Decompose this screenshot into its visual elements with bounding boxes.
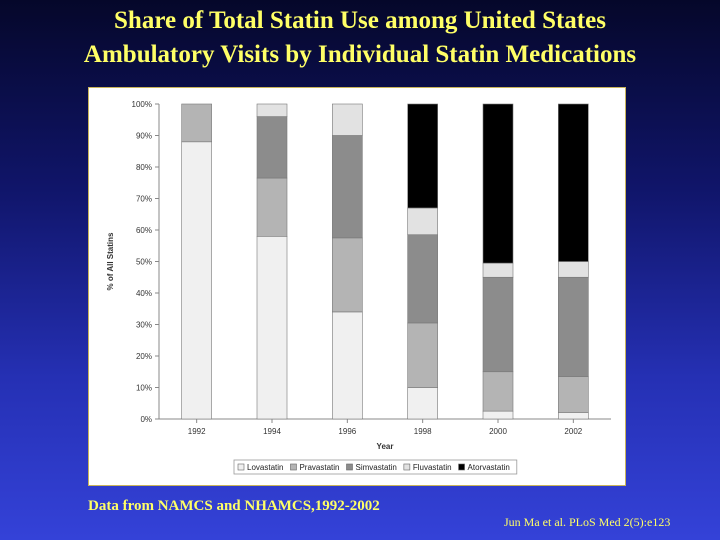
legend-label-lovastatin: Lovastatin bbox=[247, 463, 283, 472]
bar-pravastatin-1996 bbox=[332, 237, 363, 313]
bar-pravastatin-2002 bbox=[558, 376, 589, 414]
y-tick-label: 20% bbox=[136, 352, 152, 361]
bar-pravastatin-1994 bbox=[256, 177, 288, 237]
bar-lovastatin-2000 bbox=[482, 410, 514, 420]
bar-pravastatin-2000 bbox=[482, 371, 514, 412]
bar-fluvastatin-1994 bbox=[256, 103, 288, 117]
bar-fluvastatin-1996 bbox=[332, 103, 363, 136]
bar-lovastatin-1992 bbox=[181, 141, 212, 420]
citation: Jun Ma et al. PLoS Med 2(5):e123 bbox=[504, 515, 671, 529]
x-axis-label: Year bbox=[377, 442, 394, 451]
slide-title-line-1: Share of Total Statin Use among United S… bbox=[114, 7, 606, 34]
bar-pravastatin-1992 bbox=[181, 103, 212, 143]
y-tick-label: 0% bbox=[140, 415, 152, 424]
bar-simvastatin-1996 bbox=[332, 135, 363, 239]
x-tick-label: 1994 bbox=[263, 427, 281, 436]
x-tick-label: 2000 bbox=[489, 427, 507, 436]
y-tick-label: 60% bbox=[136, 226, 152, 235]
bar-lovastatin-1996 bbox=[332, 311, 363, 420]
y-tick-label: 30% bbox=[136, 321, 152, 330]
bar-simvastatin-2002 bbox=[558, 276, 589, 377]
legend-swatch-atorvastatin bbox=[458, 463, 465, 471]
bar-fluvastatin-2000 bbox=[482, 262, 514, 278]
legend-swatch-fluvastatin bbox=[403, 463, 411, 471]
bar-lovastatin-1994 bbox=[256, 236, 288, 420]
y-tick-label: 70% bbox=[136, 195, 152, 204]
bar-atorvastatin-2002 bbox=[558, 103, 589, 262]
legend-label-atorvastatin: Atorvastatin bbox=[468, 463, 510, 472]
bar-pravastatin-1998 bbox=[407, 322, 438, 388]
bar-simvastatin-1994 bbox=[256, 116, 288, 179]
chart-panel: 0% 10% 20% 30% 40% 50% 60% 70% 80% 90% 100% % of Al… bbox=[88, 87, 626, 486]
bar-simvastatin-2000 bbox=[482, 276, 514, 373]
x-tick-label: 2002 bbox=[564, 427, 582, 436]
data-source-note: Data from NAMCS and NHAMCS,1992-2002 bbox=[88, 498, 380, 514]
bar-lovastatin-2002 bbox=[558, 412, 589, 420]
y-axis-label: % of All Statins bbox=[106, 232, 115, 290]
y-tick-label: 50% bbox=[136, 258, 152, 267]
legend-swatch-lovastatin bbox=[237, 463, 245, 471]
bar-lovastatin-1998 bbox=[407, 387, 438, 420]
legend-swatch-pravastatin bbox=[290, 463, 297, 471]
y-tick-label: 90% bbox=[136, 132, 152, 141]
legend-swatch-simvastatin bbox=[346, 463, 353, 471]
legend bbox=[233, 459, 518, 475]
legend-label-pravastatin: Pravastatin bbox=[299, 463, 339, 472]
x-tick-label: 1992 bbox=[188, 427, 206, 436]
bar-atorvastatin-1998 bbox=[407, 103, 438, 209]
slide-title: Share of Total Statin Use among United S… bbox=[0, 4, 720, 72]
y-tick-label: 10% bbox=[136, 384, 152, 393]
slide-title-line-2: Ambulatory Visits by Individual Statin M… bbox=[83, 41, 637, 68]
legend-label-fluvastatin: Fluvastatin bbox=[413, 463, 452, 472]
stacked-bar-chart: 0% 10% 20% 30% 40% 50% 60% 70% 80% 90% 100% % of Al… bbox=[106, 100, 611, 475]
x-tick-label: 1998 bbox=[414, 427, 432, 436]
x-tick-label: 1996 bbox=[338, 427, 356, 436]
y-tick-label: 80% bbox=[136, 163, 152, 172]
bar-atorvastatin-2000 bbox=[482, 103, 514, 264]
bar-simvastatin-1998 bbox=[407, 234, 438, 324]
bar-fluvastatin-1998 bbox=[407, 207, 438, 236]
bar-fluvastatin-2002 bbox=[558, 261, 589, 278]
y-tick-label: 40% bbox=[136, 289, 152, 298]
legend-label-simvastatin: Simvastatin bbox=[356, 463, 397, 472]
y-tick-label: 100% bbox=[132, 100, 152, 109]
